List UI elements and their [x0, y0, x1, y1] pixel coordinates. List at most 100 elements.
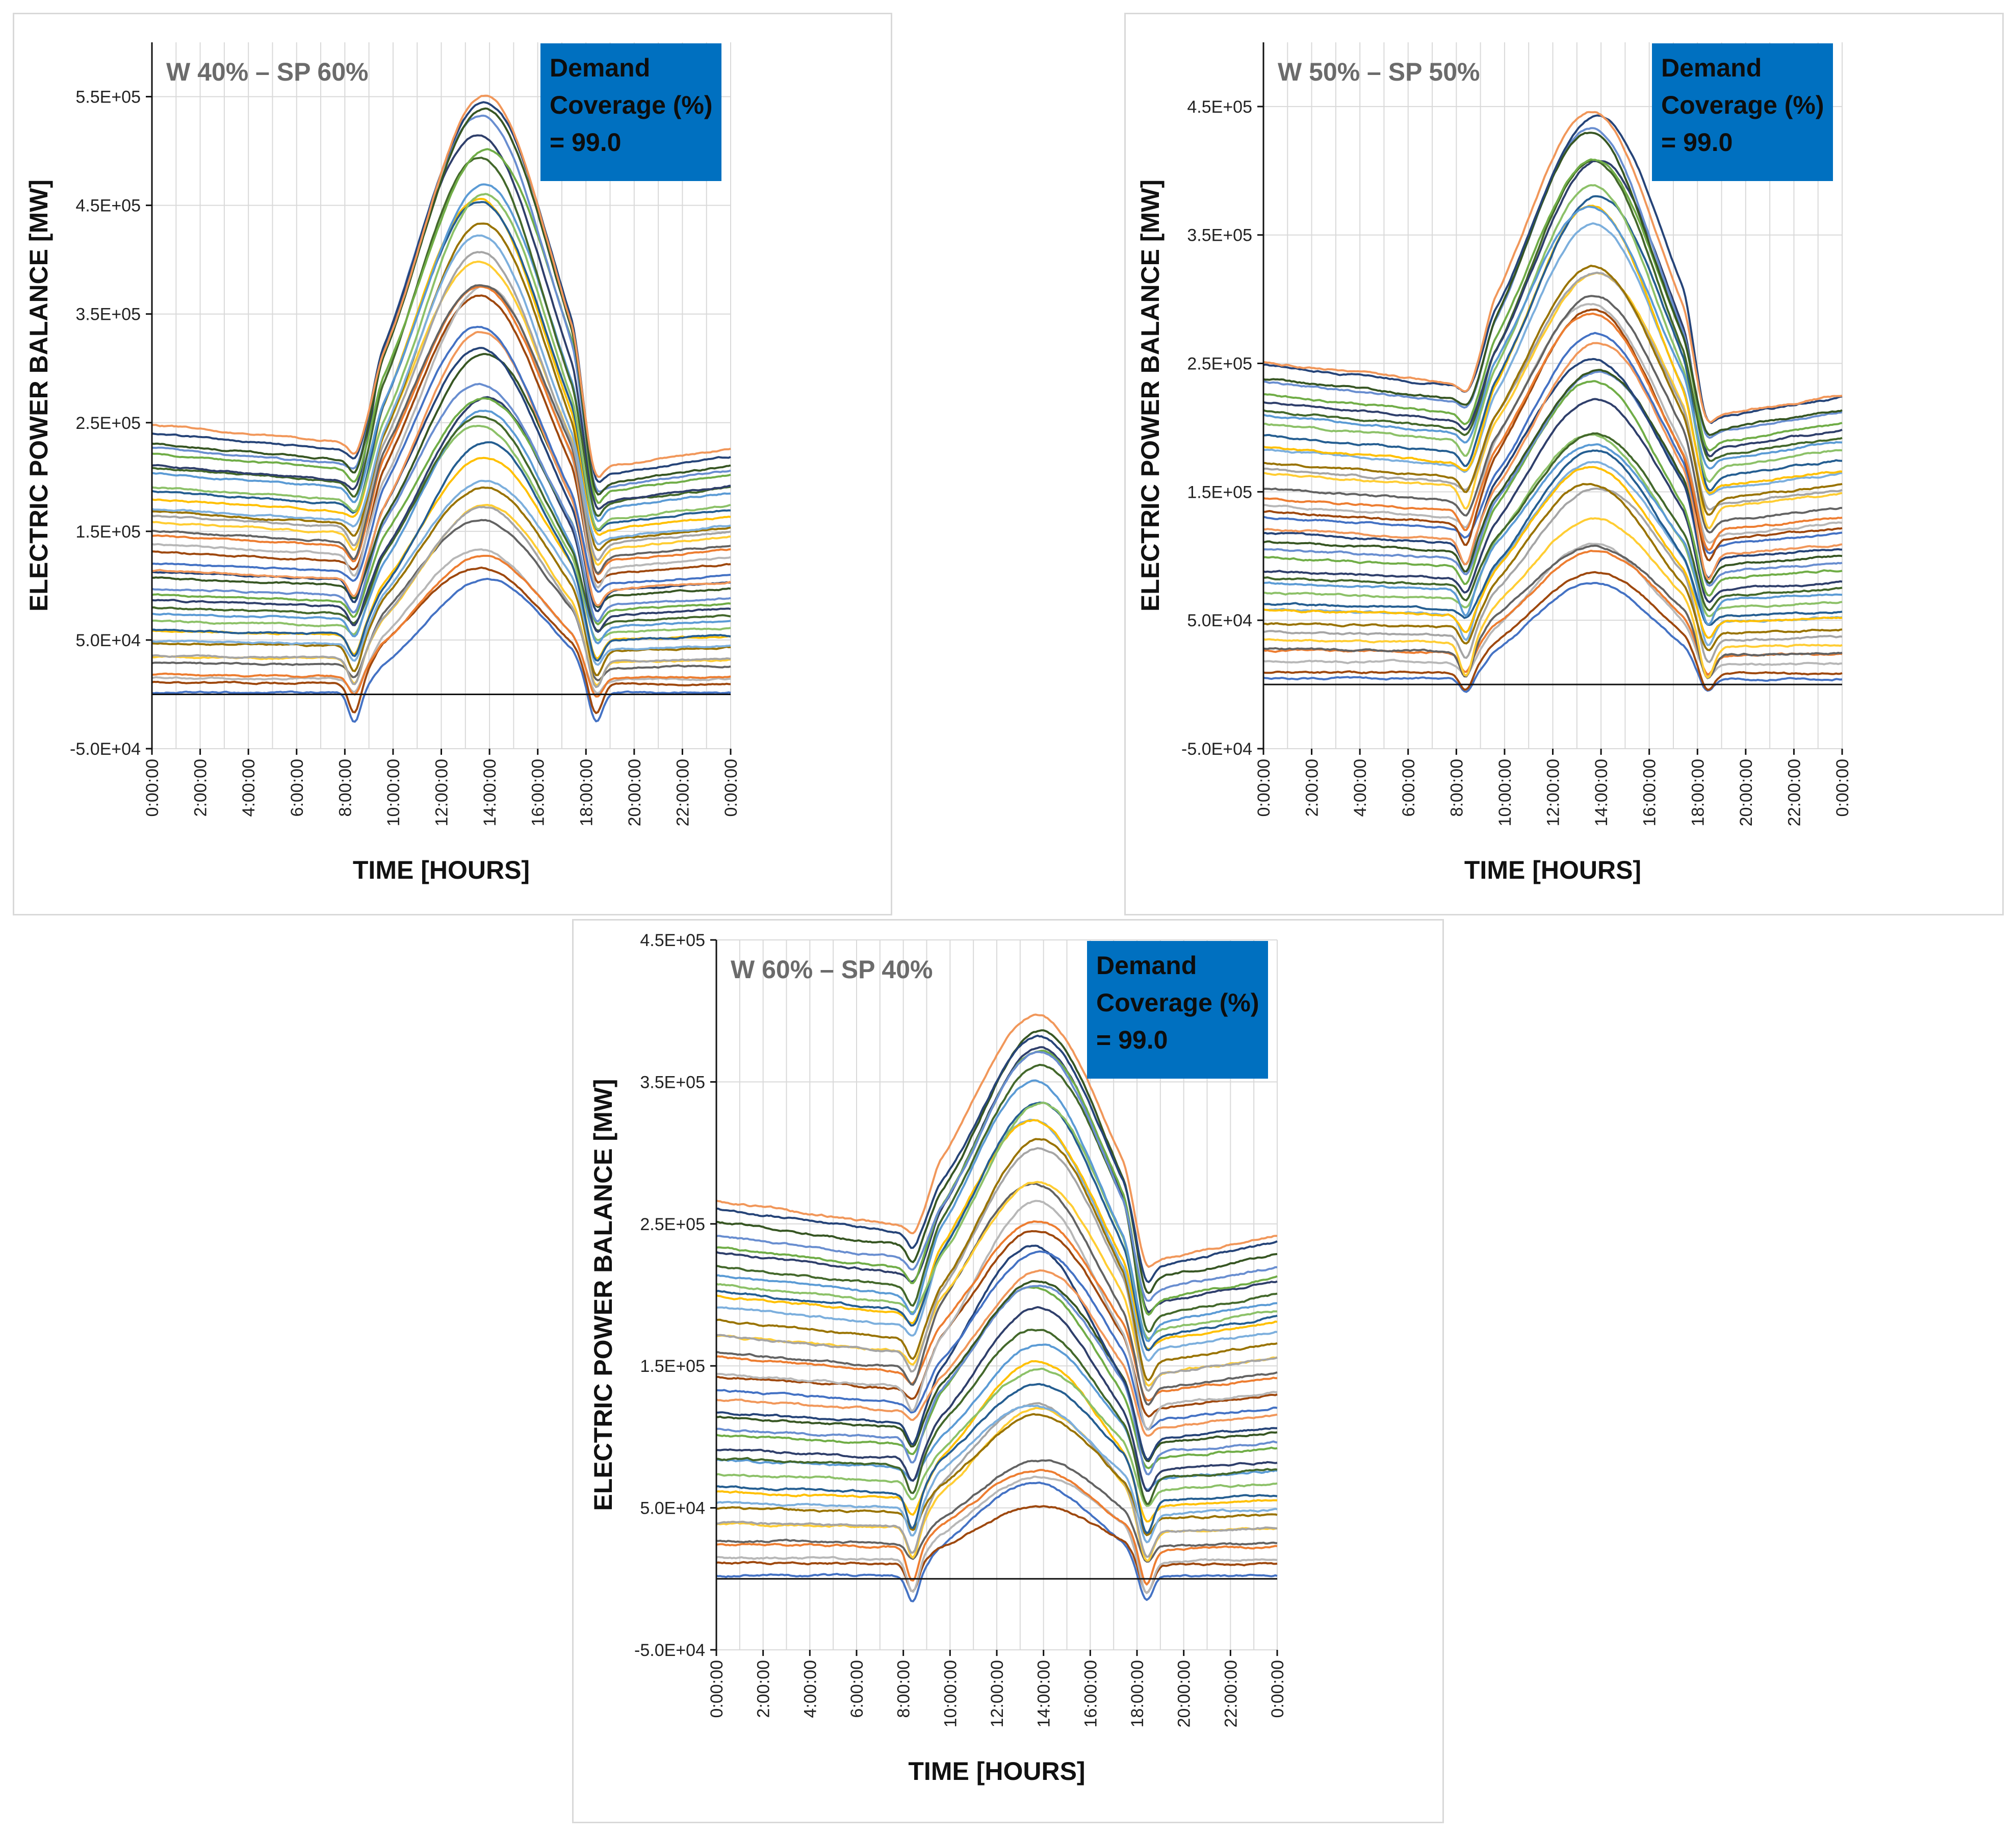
- coverage-text: Demand: [550, 54, 650, 82]
- series-line: [716, 1102, 1277, 1340]
- series-line: [1263, 487, 1843, 664]
- x-tick-label: 2:00:00: [1303, 759, 1322, 817]
- series-line: [152, 94, 731, 478]
- series-line: [1263, 184, 1843, 483]
- x-tick-label: 18:00:00: [1128, 1660, 1147, 1727]
- x-tick-label: 20:00:00: [625, 759, 644, 826]
- chart-svg-w60-sp40: 4.5E+05 3.5E+05 2.5E+05 1.5E+05 5.0E+04 -5.0E…: [589, 931, 1287, 1786]
- x-tick-label: 14:00:00: [1035, 1660, 1054, 1727]
- coverage-box: [1087, 941, 1268, 1079]
- series-line: [1263, 295, 1843, 533]
- series-line: [1263, 158, 1843, 452]
- series-line: [716, 1469, 1278, 1586]
- series-line: [1263, 582, 1843, 693]
- x-tick-label: 16:00:00: [1081, 1660, 1100, 1727]
- series-line: [716, 1360, 1278, 1523]
- x-axis-title: TIME [HOURS]: [353, 856, 530, 884]
- series-line: [151, 148, 731, 504]
- y-axis-title: ELECTRIC POWER BALANCE [MW]: [1136, 180, 1165, 611]
- series-line: [1263, 160, 1843, 457]
- series-line: [1263, 443, 1843, 625]
- y-tick-label: 2.5E+05: [1187, 354, 1252, 374]
- x-tick-label: 10:00:00: [941, 1660, 960, 1727]
- x-tick-label: 8:00:00: [1447, 759, 1466, 817]
- chart-panel-w40-sp60: 5.5E+05 4.5E+05 3.5E+05 2.5E+05 1.5E+05 5.0E+…: [13, 13, 892, 915]
- series-group: [151, 94, 731, 723]
- series-line: [1263, 342, 1843, 580]
- series-line: [716, 1475, 1278, 1594]
- x-tick-label: 10:00:00: [384, 759, 403, 826]
- x-tick-label: 12:00:00: [1544, 759, 1563, 826]
- series-line: [1263, 222, 1843, 496]
- x-tick-label: 0:00:00: [707, 1660, 727, 1718]
- series-line: [1263, 132, 1843, 437]
- series-line: [151, 382, 731, 623]
- x-tick-label: 0:00:00: [1254, 759, 1274, 817]
- coverage-text: Demand: [1096, 951, 1197, 980]
- series-line: [151, 396, 731, 633]
- series-line: [716, 1244, 1277, 1461]
- series-line: [1263, 369, 1843, 584]
- scenario-label: W 60% – SP 40%: [731, 955, 933, 984]
- series-line: [151, 519, 731, 682]
- x-tick-label: 0:00:00: [721, 759, 741, 817]
- series-line: [716, 1101, 1278, 1352]
- series-line: [716, 1182, 1278, 1406]
- series-line: [1263, 160, 1843, 462]
- series-group: [716, 1013, 1278, 1602]
- coverage-text: Coverage (%): [1661, 91, 1824, 119]
- y-tick-label: 5.0E+04: [75, 631, 141, 650]
- series-line: [1263, 206, 1843, 470]
- y-tick-label: 5.0E+04: [640, 1499, 705, 1518]
- y-tick-label: 4.5E+05: [640, 931, 705, 950]
- y-tick-label: -5.0E+04: [70, 740, 141, 759]
- x-tick-label: 6:00:00: [288, 759, 307, 817]
- series-line: [151, 506, 731, 688]
- series-line: [716, 1079, 1278, 1342]
- series-line: [151, 234, 731, 545]
- series-line: [716, 1284, 1278, 1475]
- y-tick-label: 3.5E+05: [75, 305, 141, 324]
- series-line: [716, 1459, 1278, 1563]
- series-line: [1263, 544, 1843, 679]
- series-line: [151, 183, 731, 522]
- x-tick-label: 4:00:00: [1351, 759, 1370, 817]
- series-line: [151, 325, 731, 593]
- x-tick-label: 12:00:00: [988, 1660, 1007, 1727]
- series-line: [716, 1269, 1278, 1437]
- series-line: [716, 1200, 1278, 1431]
- coverage-text: Coverage (%): [1096, 988, 1259, 1017]
- series-line: [716, 1051, 1277, 1302]
- series-line: [1263, 517, 1843, 679]
- x-tick-label: 20:00:00: [1737, 759, 1756, 826]
- series-line: [716, 1013, 1278, 1268]
- series-line: [151, 566, 731, 715]
- series-line: [716, 1306, 1278, 1492]
- series-line: [716, 1482, 1278, 1602]
- coverage-text: = 99.0: [1096, 1026, 1168, 1054]
- y-tick-label: 1.5E+05: [1187, 482, 1252, 502]
- chart-panel-w60-sp40: 4.5E+05 3.5E+05 2.5E+05 1.5E+05 5.0E+04 -5.0E…: [572, 919, 1444, 1823]
- series-line: [151, 107, 731, 496]
- series-line: [152, 331, 731, 607]
- series-line: [151, 415, 731, 632]
- series-line: [151, 479, 731, 666]
- series-line: [716, 1220, 1278, 1401]
- x-tick-label: 14:00:00: [480, 759, 500, 826]
- series-line: [151, 554, 731, 698]
- x-tick-label: 22:00:00: [1785, 759, 1804, 826]
- series-line: [1263, 398, 1843, 603]
- series-line: [716, 1413, 1278, 1537]
- y-tick-label: 2.5E+05: [75, 414, 141, 433]
- series-line: [716, 1063, 1278, 1333]
- x-tick-label: 10:00:00: [1495, 759, 1515, 826]
- x-tick-label: 0:00:00: [1833, 759, 1852, 817]
- y-tick-label: 2.5E+05: [640, 1215, 705, 1234]
- series-line: [1263, 265, 1843, 516]
- chart-svg-w50-sp50: 4.5E+05 3.5E+05 2.5E+05 1.5E+05 5.0E+04 -5.0E…: [1136, 42, 1852, 884]
- y-tick-label: 3.5E+05: [640, 1073, 705, 1092]
- x-tick-label: 14:00:00: [1592, 759, 1611, 826]
- series-line: [1263, 114, 1843, 424]
- series-line: [716, 1505, 1278, 1594]
- x-tick-label: 2:00:00: [754, 1660, 773, 1718]
